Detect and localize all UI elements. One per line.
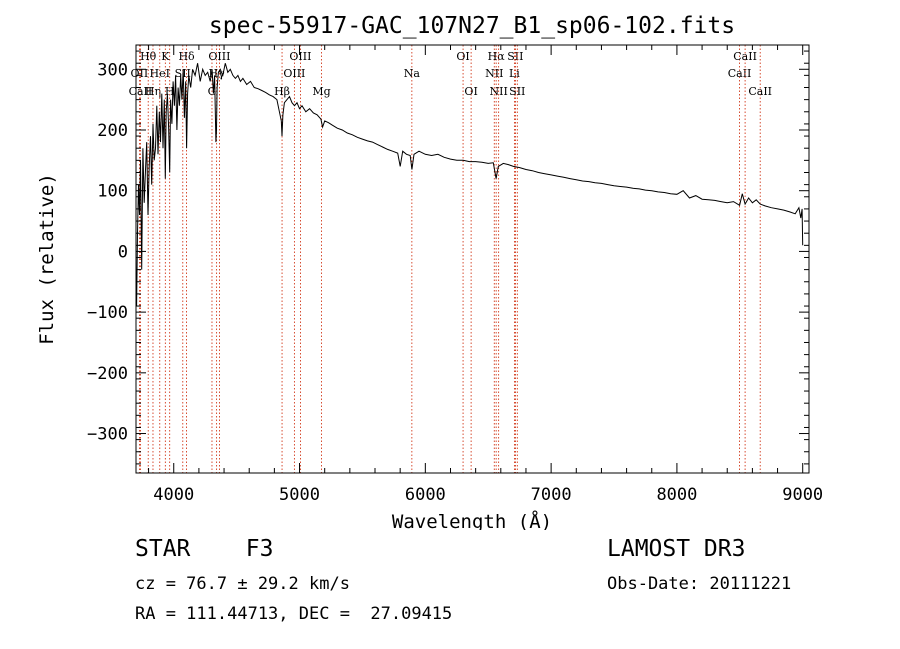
spectrum-line (136, 63, 804, 307)
line-marker-label: OI (456, 50, 469, 63)
axis-tick-labels: 4000 5000 6000 7000 8000 9000 −300 −200 −100 0 100… (87, 60, 823, 505)
y-tick-label: −200 (87, 364, 128, 384)
line-marker-label: HeI (150, 67, 170, 80)
line-marker-label: Hθ (140, 50, 157, 63)
x-tick-label: 9000 (782, 485, 823, 505)
line-marker-label: Mg (312, 85, 330, 98)
line-markers: OIIHθCaIIHηHeIKHSIIHδGHγOIIIHβOIIIOIIIMg… (129, 45, 772, 473)
line-marker-label: OI (464, 85, 477, 98)
x-tick-label: 7000 (531, 485, 572, 505)
plot-frame (135, 44, 810, 474)
y-axis-label: Flux (relative) (36, 173, 58, 345)
chart-title: spec-55917-GAC_107N27_B1_sp06-102.fits (209, 13, 735, 39)
line-marker-label: G (208, 85, 217, 98)
y-tick-label: 300 (97, 60, 128, 80)
line-marker-label: CaII (748, 85, 772, 98)
line-marker-label: CaII (129, 85, 153, 98)
x-tick-label: 6000 (405, 485, 446, 505)
line-marker-label: CaII (728, 67, 752, 80)
observation-date: Obs-Date: 20111221 (607, 574, 792, 594)
redshift-velocity: cz = 76.7 ± 29.2 km/s (135, 574, 350, 594)
y-tick-label: 200 (97, 121, 128, 141)
line-marker-label: Hη (145, 85, 161, 98)
survey-name: LAMOST DR3 (607, 536, 746, 562)
object-class: STAR F3 (135, 536, 274, 562)
line-marker-label: NII (490, 85, 508, 98)
line-marker-label: SII (509, 85, 525, 98)
line-marker-label: Na (404, 67, 421, 80)
x-axis-label: Wavelength (Å) (392, 510, 552, 530)
line-marker-label: Hβ (274, 85, 290, 98)
line-marker-label: H (165, 85, 175, 98)
line-marker-label: Hα (488, 50, 506, 63)
line-marker-label: Hδ (178, 50, 195, 63)
line-marker-label: NII (485, 67, 503, 80)
line-marker-label: CaII (733, 50, 757, 63)
ra-dec-coordinates: RA = 111.44713, DEC = 27.09415 (135, 604, 453, 624)
line-marker-label: K (161, 50, 170, 63)
x-tick-label: 8000 (656, 485, 697, 505)
y-tick-label: 0 (118, 242, 128, 262)
line-marker-label: SII (507, 50, 523, 63)
x-tick-label: 5000 (279, 485, 320, 505)
axis-ticks (136, 45, 809, 473)
spectrum-chart: spec-55917-GAC_107N27_B1_sp06-102.fits O… (36, 13, 823, 530)
line-marker-label: OII (131, 67, 149, 80)
line-marker-label: OIII (208, 50, 230, 63)
line-marker-label: OIII (283, 67, 305, 80)
y-tick-label: −300 (87, 425, 128, 445)
x-tick-label: 4000 (153, 485, 194, 505)
line-marker-label: OIII (289, 50, 311, 63)
y-tick-label: −100 (87, 303, 128, 323)
y-tick-label: 100 (97, 182, 128, 202)
line-marker-label: Li (509, 67, 520, 80)
